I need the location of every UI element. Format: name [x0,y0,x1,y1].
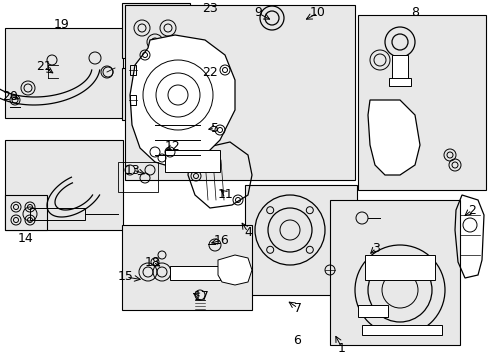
Text: 12: 12 [165,140,181,153]
Bar [125,5,354,180]
Text: 5: 5 [210,122,219,135]
Text: 13: 13 [125,163,141,176]
Text: 16: 16 [214,234,229,247]
Text: 2: 2 [467,203,475,216]
Bar [244,185,356,295]
Polygon shape [130,35,235,168]
Bar [122,225,251,310]
Text: 1: 1 [337,342,345,355]
Text: 17: 17 [194,291,209,303]
Text: 15: 15 [118,270,134,284]
Text: 7: 7 [293,302,302,315]
Text: 23: 23 [202,1,218,14]
Bar [361,325,441,335]
Bar [122,3,190,58]
Text: 6: 6 [292,334,300,347]
Bar [364,255,434,280]
Bar [357,305,387,317]
Bar [329,200,459,345]
Bar [30,208,85,220]
Text: 21: 21 [36,60,52,73]
Text: 22: 22 [202,66,218,78]
Bar [5,195,47,230]
Text: 10: 10 [309,6,325,19]
Text: 3: 3 [371,242,379,255]
Polygon shape [218,255,251,285]
Text: 18: 18 [145,256,161,269]
Bar [388,78,410,86]
Bar [5,140,123,230]
Text: 11: 11 [218,188,233,201]
Text: 20: 20 [2,90,18,103]
Bar [122,68,190,120]
Text: 8: 8 [410,5,418,18]
Bar [130,65,136,75]
Bar [170,266,220,280]
Polygon shape [367,100,419,175]
Text: 4: 4 [244,225,251,238]
Text: 14: 14 [18,231,34,244]
Bar [164,150,220,172]
Bar [118,162,158,192]
Text: 19: 19 [54,18,70,31]
Bar [130,95,136,105]
Text: 9: 9 [254,6,262,19]
Bar [5,28,123,118]
Bar [357,15,485,190]
Bar [391,55,407,80]
